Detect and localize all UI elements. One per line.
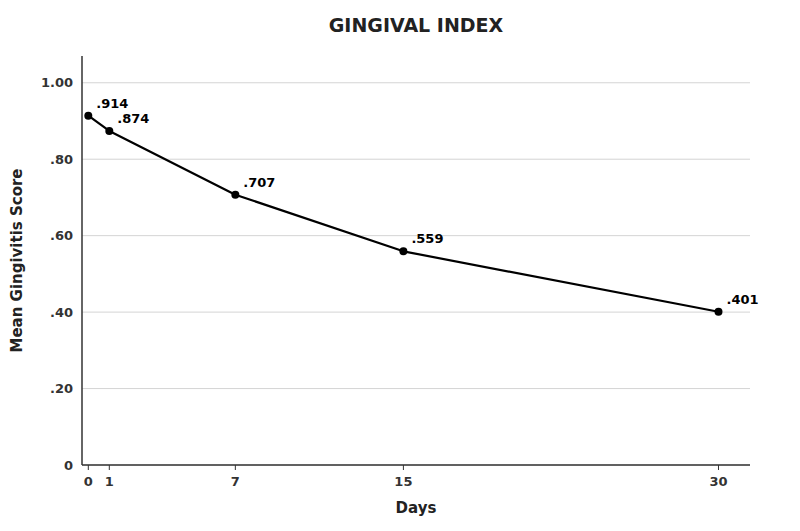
x-tick-label: 7	[231, 474, 240, 489]
data-label: .707	[243, 175, 275, 190]
x-tick-label: 0	[84, 474, 93, 489]
y-tick-label: 1.00	[41, 75, 73, 90]
point	[714, 308, 722, 316]
grid-line	[82, 388, 750, 389]
data-label: .914	[96, 96, 128, 111]
y-tick-label: .20	[50, 381, 73, 396]
x-axis	[82, 464, 750, 466]
y-tick-label: 0	[64, 458, 73, 473]
point	[84, 112, 92, 120]
y-axis-label: Mean Gingivitis Score	[8, 168, 26, 352]
data-label: .559	[411, 231, 443, 246]
y-axis	[81, 56, 83, 465]
point	[105, 127, 113, 135]
plot-area	[84, 112, 722, 316]
grid-line	[82, 159, 750, 160]
data-label: .874	[117, 111, 149, 126]
x-tick-label: 30	[709, 474, 727, 489]
title: GINGIVAL INDEX	[329, 14, 504, 36]
data-label: .401	[726, 292, 758, 307]
y-tick-label: .60	[50, 228, 73, 243]
x-axis-label: Days	[396, 499, 437, 517]
grid-line	[82, 465, 750, 466]
x-tick-label: 1	[105, 474, 114, 489]
y-tick-label: .80	[50, 152, 73, 167]
x-tick-label: 15	[394, 474, 412, 489]
grid-line	[82, 82, 750, 83]
grid-line	[82, 312, 750, 313]
point	[399, 247, 407, 255]
point	[231, 191, 239, 199]
grid	[82, 83, 750, 465]
y-tick-label: .40	[50, 305, 73, 320]
line	[88, 116, 718, 312]
chart: GINGIVAL INDEX0.20.40.60.801.000171530Da…	[0, 0, 800, 531]
